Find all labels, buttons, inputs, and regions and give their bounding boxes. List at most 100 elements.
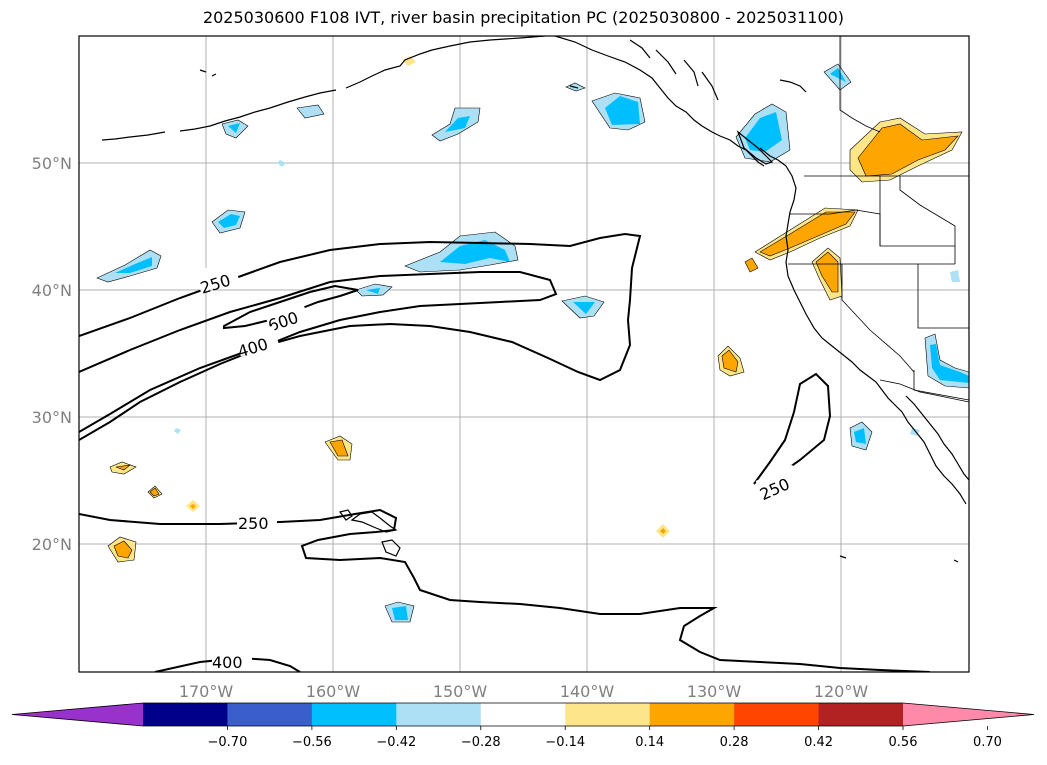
- map-panel: [79, 36, 969, 672]
- ivt-contour-400: [79, 271, 558, 441]
- figure-title: 2025030600 F108 IVT, river basin precipi…: [202, 8, 845, 27]
- state-border-mt: [899, 176, 956, 264]
- colorbar-segment: [818, 703, 904, 726]
- precip-blob: [113, 540, 133, 559]
- precip-blob: [115, 257, 152, 273]
- precip-blob: [744, 257, 759, 273]
- precip-blob: [605, 96, 640, 125]
- alaska-canada-border: [839, 36, 881, 133]
- precip-blob: [445, 116, 470, 132]
- positive-precip-anomalies: [107, 56, 963, 563]
- alaska-inside-passage: [554, 36, 765, 167]
- precip-blob: [402, 56, 416, 66]
- precip-blob: [228, 123, 240, 133]
- lat-label: 30°N: [32, 408, 72, 427]
- precip-blob: [277, 160, 286, 167]
- precip-blob: [96, 249, 162, 283]
- lat-label: 20°N: [32, 535, 72, 554]
- lon-label: 150°W: [433, 682, 488, 701]
- colorbar-segment: [143, 703, 228, 726]
- lon-label: 170°W: [179, 682, 234, 701]
- precip-blob: [329, 439, 349, 457]
- lat-label: 40°N: [32, 281, 72, 300]
- colorbar-tick-label: 0.56: [889, 735, 918, 750]
- alaska-islands: [629, 39, 719, 101]
- precip-blob: [815, 251, 839, 293]
- political-borders: [788, 36, 969, 403]
- ivt-contour-600: [223, 284, 359, 330]
- precip-blob: [149, 487, 160, 497]
- colorbar-segment: [480, 703, 566, 726]
- lon-label: 140°W: [560, 682, 615, 701]
- lon-label: 130°W: [687, 682, 742, 701]
- colorbar-extend-low: [12, 703, 143, 726]
- precip-blob: [392, 606, 408, 620]
- longitude-labels: 170°W 160°W 150°W 140°W 130°W 120°W: [179, 682, 869, 701]
- colorbar-tick-label: 0.70: [973, 735, 1002, 750]
- hawaii-big-island: [381, 539, 401, 557]
- colorbar-tick-label: −0.70: [208, 735, 248, 750]
- ivt-contours: [79, 232, 931, 672]
- aleutian-islands: [101, 89, 337, 141]
- baja-inner: [905, 395, 969, 481]
- colorbar-tick-label: −0.28: [461, 735, 501, 750]
- map-frame: [78, 35, 970, 673]
- colorbar-segment: [227, 703, 313, 726]
- latitude-labels: 50°N 40°N 30°N 20°N: [32, 154, 72, 554]
- precip-blob: [440, 240, 510, 264]
- vancouver-island: [736, 130, 774, 165]
- precip-blob: [857, 123, 959, 177]
- precip-blob: [366, 288, 380, 294]
- precip-blob: [190, 504, 196, 509]
- precip-blob: [174, 428, 181, 434]
- state-border-ut: [917, 264, 969, 329]
- ivt-contour-250-low: [79, 508, 931, 672]
- precip-blob: [573, 302, 595, 314]
- precip-blob: [930, 344, 969, 383]
- small-island: [199, 69, 959, 563]
- colorbar-segment: [311, 703, 397, 726]
- us-west-coast: [785, 211, 895, 405]
- colorbar-segment: [396, 703, 482, 726]
- precip-blob: [854, 428, 866, 444]
- colorbar-tick-label: 0.14: [635, 735, 664, 750]
- baja-california: [893, 403, 967, 505]
- negative-precip-anomalies: [96, 63, 969, 623]
- colorbar-segment: [734, 703, 820, 726]
- colorbar-segment: [649, 703, 735, 726]
- precip-blob: [115, 464, 132, 471]
- ivt-contour-250-east: [753, 372, 832, 487]
- coastlines: [101, 36, 969, 563]
- bc-coast: [759, 147, 797, 213]
- lon-label: 120°W: [814, 682, 869, 701]
- us-mexico-border: [879, 379, 969, 403]
- alaska-coast: [345, 36, 546, 89]
- lon-label: 160°W: [306, 682, 361, 701]
- precip-blob: [218, 214, 240, 228]
- colorbar-segment: [565, 703, 651, 726]
- colorbar: −0.70 −0.56 −0.42 −0.28 −0.14 0.14 0.28 0.42 0.5…: [11, 702, 1035, 750]
- colorbar-tick-label: −0.56: [292, 735, 332, 750]
- gridlines: [79, 36, 969, 672]
- ivt-contour-400-south: [154, 656, 301, 672]
- hawaii-kauai: [338, 509, 353, 521]
- contour-label: 400: [212, 653, 243, 672]
- contour-label: 250: [238, 514, 269, 533]
- precip-blob: [759, 211, 856, 257]
- precip-blob: [950, 270, 960, 282]
- colorbar-tick-label: −0.14: [545, 735, 585, 750]
- colorbar-tick-label: −0.42: [376, 735, 416, 750]
- precip-blob: [830, 68, 846, 82]
- colorbar-tick-label: 0.28: [720, 735, 749, 750]
- colorbar-extend-high: [903, 703, 1034, 726]
- state-border-ca-nv: [841, 264, 915, 373]
- colorbar-tick-label: 0.42: [804, 735, 833, 750]
- precip-blob: [660, 528, 666, 534]
- state-border-id: [879, 176, 955, 247]
- precip-blob: [296, 104, 325, 119]
- colorbar-outline: [11, 702, 1035, 727]
- ivt-contour-250-outer: [79, 232, 642, 433]
- precip-blob: [721, 349, 739, 373]
- precip-blob: [745, 112, 782, 152]
